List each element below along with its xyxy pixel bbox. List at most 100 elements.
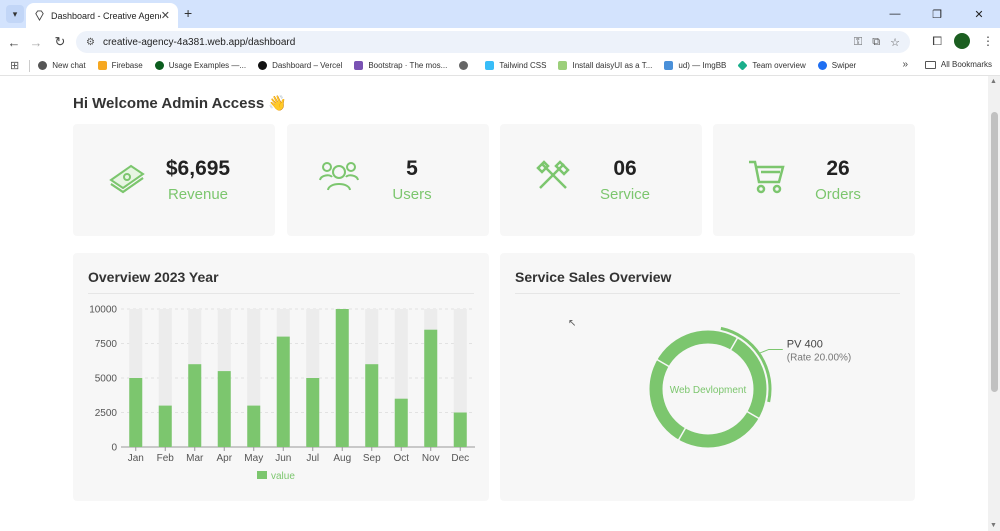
slice-separator xyxy=(745,410,761,420)
x-tick-label: Feb xyxy=(157,453,175,464)
bookmark-item[interactable]: Team overview xyxy=(737,60,806,71)
apps-grid-icon[interactable]: ⊞ xyxy=(10,60,20,72)
x-tick-label: May xyxy=(244,453,263,464)
stat-label: Users xyxy=(392,186,432,203)
bookmark-item[interactable]: Bootstrap · The mos... xyxy=(354,61,447,70)
bar xyxy=(188,364,202,447)
browser-tabstrip: ▾ Dashboard - Creative Agency ✕ + — ❐ ✕ xyxy=(0,0,1000,28)
bar xyxy=(335,309,349,447)
bookmarks-bar: ⊞ New chat Firebase Usage Examples —... … xyxy=(0,56,1000,76)
daisyui-icon xyxy=(558,61,568,70)
bookmark-favicon-icon xyxy=(154,61,164,70)
bookmark-item[interactable]: Usage Examples —... xyxy=(154,61,246,70)
welcome-heading: Hi Welcome Admin Access 👋 xyxy=(73,95,288,112)
callout-title: PV 400 xyxy=(787,338,823,350)
slice-separator xyxy=(655,358,671,368)
bar xyxy=(424,329,438,447)
browser-tab-active[interactable]: Dashboard - Creative Agency ✕ xyxy=(26,3,178,28)
bookmark-item[interactable]: ud) — ImgBB xyxy=(664,61,726,70)
stat-card-service: 06 Service xyxy=(500,124,702,236)
service-sales-donut-chart: PV 400 (Rate 20.00%) Web Devlopment xyxy=(649,326,851,448)
mouse-cursor-icon: ↖ xyxy=(568,318,577,329)
bar xyxy=(306,378,320,447)
money-icon xyxy=(109,164,145,194)
stat-value: 06 xyxy=(613,157,637,180)
new-tab-button[interactable]: + xyxy=(184,5,193,21)
all-bookmarks-button[interactable]: All Bookmarks xyxy=(924,60,992,69)
callout-subtitle: (Rate 20.00%) xyxy=(787,352,851,363)
key-icon[interactable]: ⚿ xyxy=(853,35,863,48)
stat-card-revenue: $6,695 Revenue xyxy=(73,124,275,236)
stat-value: 26 xyxy=(826,157,850,180)
page-scrollbar[interactable]: ▲ ▼ xyxy=(988,76,1000,531)
stat-label: Service xyxy=(599,186,651,203)
tab-close-icon[interactable]: ✕ xyxy=(160,10,170,22)
tools-icon xyxy=(536,160,570,189)
diamond-favicon-icon xyxy=(35,10,44,21)
x-tick-label: Apr xyxy=(216,453,232,464)
bookmark-item[interactable]: Tailwind CSS xyxy=(485,61,546,70)
extensions-icon[interactable]: ⧠ xyxy=(932,33,942,48)
back-arrow-icon[interactable]: ← xyxy=(7,34,21,50)
reload-icon[interactable]: ↻ xyxy=(54,34,66,49)
x-tick-label: Oct xyxy=(393,453,409,464)
more-menu-icon[interactable]: ⋮ xyxy=(982,34,994,48)
site-info-icon[interactable]: ⚙ xyxy=(86,36,95,48)
bookmark-item[interactable]: New chat xyxy=(38,61,86,70)
overview-chart-panel: Overview 2023 Year 0 2500 5000 7500 10000 Jan… xyxy=(73,253,489,501)
x-tick-label: Mar xyxy=(186,453,204,464)
bootstrap-icon xyxy=(354,61,364,70)
bar xyxy=(276,336,290,447)
close-window-icon[interactable]: ✕ xyxy=(974,8,984,21)
donut-center-label: Web Devlopment xyxy=(670,385,747,396)
imgbb-icon xyxy=(664,61,674,70)
bar xyxy=(365,364,379,447)
bookmark-item[interactable]: Dashboard – Vercel xyxy=(258,61,342,70)
tab-search-button[interactable]: ▾ xyxy=(6,5,24,23)
scroll-up-icon[interactable]: ▲ xyxy=(990,78,997,85)
donut-ring xyxy=(649,330,767,448)
overview-title: Overview 2023 Year xyxy=(88,269,219,285)
x-tick-label: Jan xyxy=(128,453,144,464)
dashboard-page: Hi Welcome Admin Access 👋 $6,695 Revenue xyxy=(0,76,988,531)
profile-avatar[interactable] xyxy=(954,33,970,49)
bar xyxy=(394,398,408,447)
install-app-icon[interactable]: ⧉ xyxy=(872,35,881,48)
toolbar-actions: ⧠ ⋮ xyxy=(932,33,994,49)
bookmark-item[interactable]: Firebase xyxy=(97,61,143,70)
more-bookmarks-icon[interactable]: » xyxy=(902,59,908,70)
stat-value: $6,695 xyxy=(165,157,231,180)
users-icon xyxy=(319,162,359,191)
x-tick-label: Aug xyxy=(333,453,351,464)
chevron-down-icon: ▾ xyxy=(12,8,18,19)
service-sales-title: Service Sales Overview xyxy=(515,269,672,285)
bookmark-item[interactable] xyxy=(459,61,473,70)
address-bar[interactable]: ⚙ creative-agency-4a381.web.app/dashboar… xyxy=(76,31,910,53)
restore-icon[interactable]: ❐ xyxy=(932,8,942,21)
forward-arrow-icon[interactable]: → xyxy=(29,34,43,50)
highlight-arc xyxy=(720,326,772,403)
stat-card-orders: 26 Orders xyxy=(713,124,915,236)
y-tick-label: 2500 xyxy=(95,408,118,419)
bookmark-item[interactable]: Swiper xyxy=(817,61,856,70)
bookmark-favicon-icon xyxy=(38,61,48,70)
window-controls: — ❐ ✕ xyxy=(874,0,1000,28)
y-tick-label: 7500 xyxy=(95,339,118,350)
legend-swatch xyxy=(257,471,267,479)
browser-toolbar: ← → ↻ ⚙ creative-agency-4a381.web.app/da… xyxy=(0,28,1000,56)
bar xyxy=(247,405,261,447)
minimize-icon[interactable]: — xyxy=(889,8,901,20)
url-text[interactable]: creative-agency-4a381.web.app/dashboard xyxy=(102,36,296,48)
x-tick-label: Jun xyxy=(275,453,291,464)
x-tick-label: Sep xyxy=(363,453,381,464)
bookmark-item[interactable]: Install daisyUI as a T... xyxy=(558,61,652,70)
bookmark-star-icon[interactable]: ☆ xyxy=(890,36,900,49)
scrollbar-thumb[interactable] xyxy=(991,112,998,392)
tab-title: Dashboard - Creative Agency xyxy=(51,10,161,21)
scroll-down-icon[interactable]: ▼ xyxy=(990,522,997,529)
y-tick-label: 10000 xyxy=(89,305,117,316)
cart-icon xyxy=(749,160,785,194)
x-tick-label: Dec xyxy=(451,453,469,464)
stat-card-users: 5 Users xyxy=(287,124,489,236)
stat-label: Orders xyxy=(815,186,861,203)
